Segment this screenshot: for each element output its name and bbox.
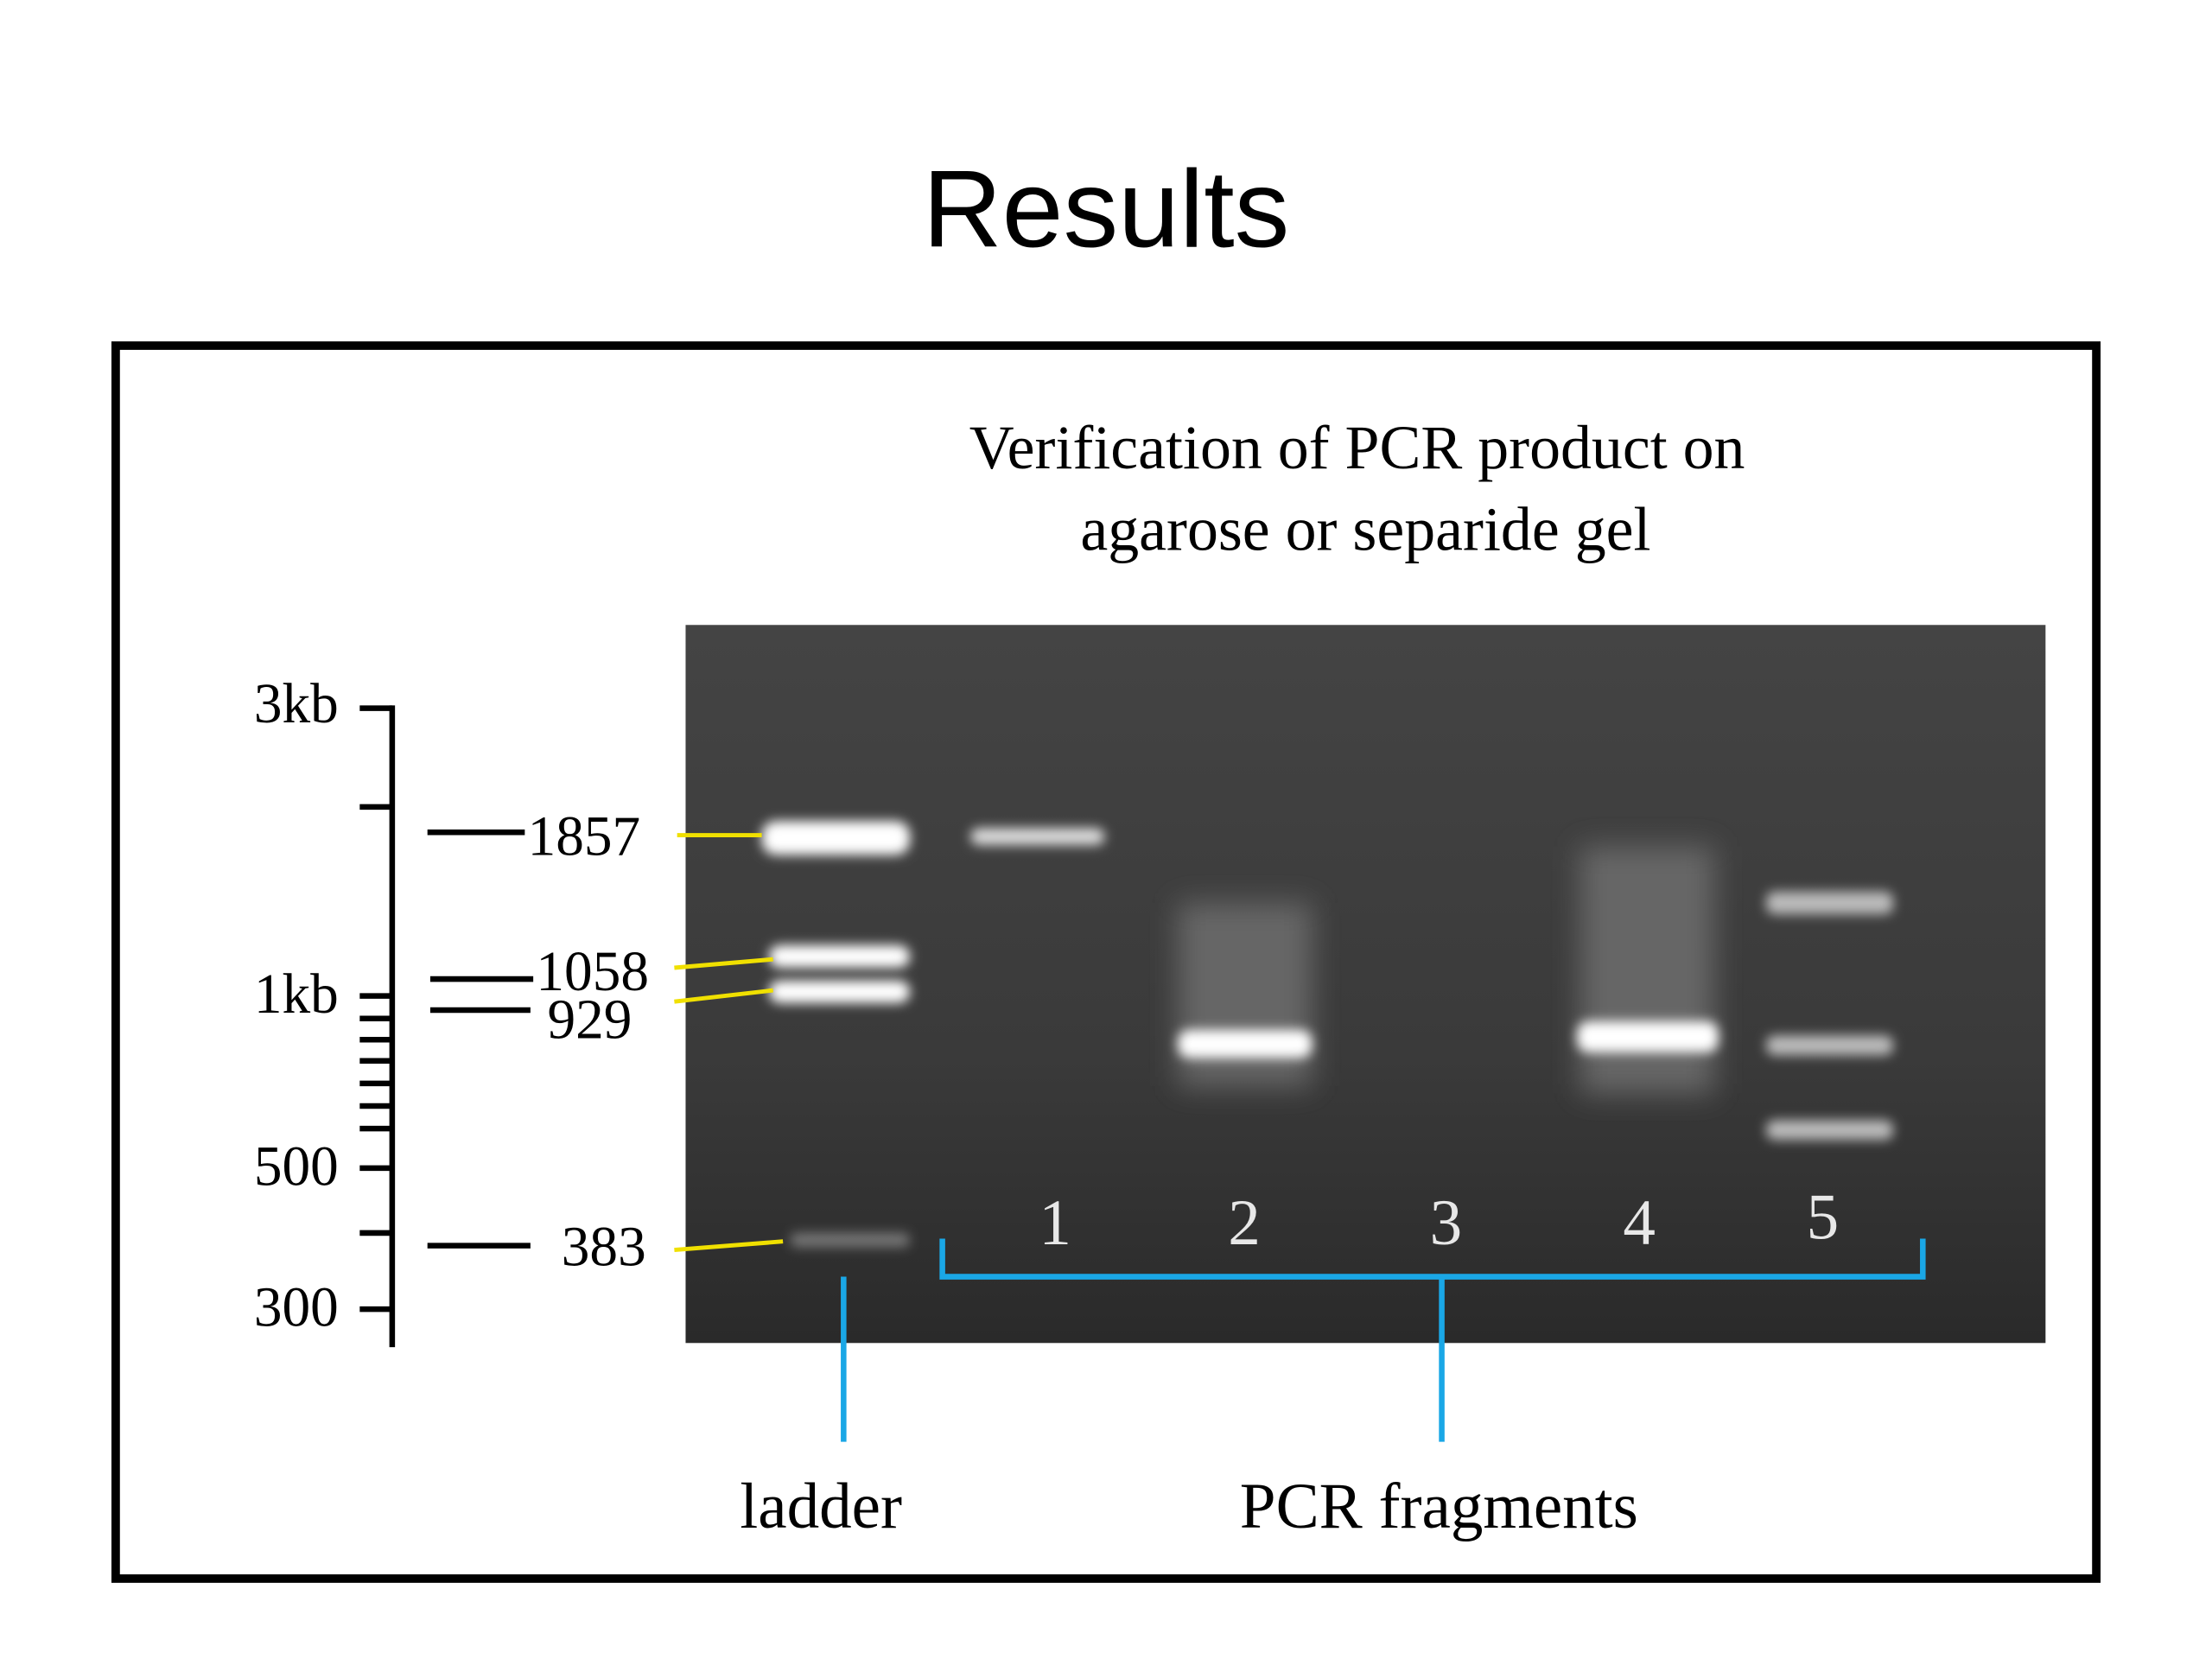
scale-label: 3kb: [254, 673, 339, 735]
band: [1577, 1021, 1719, 1052]
bands: [761, 821, 1894, 1248]
ladder-size: 1857: [528, 805, 641, 868]
band: [1766, 891, 1894, 914]
lane-number: 4: [1623, 1187, 1656, 1259]
yellow-leaders: [674, 833, 784, 1252]
band: [761, 821, 911, 855]
ladder-size: 1058: [536, 941, 649, 1003]
lane-number: 1: [1039, 1187, 1071, 1259]
gel: 1 2 3 4 5: [685, 625, 2046, 1344]
ladder-size: 929: [547, 989, 632, 1052]
band: [768, 944, 911, 968]
scale-label: 1kb: [254, 963, 339, 1026]
lane-number: 3: [1430, 1187, 1463, 1259]
ladder-label: ladder: [740, 1471, 902, 1542]
band: [1766, 1120, 1894, 1141]
band: [790, 1232, 911, 1248]
band: [970, 828, 1105, 845]
fragments-label: PCR fragments: [1240, 1471, 1638, 1542]
band: [1766, 1035, 1894, 1056]
figure-title: Verification of PCR product on: [969, 413, 1745, 482]
slide-title: Results: [923, 148, 1290, 270]
leader-line: [674, 957, 773, 970]
gel-image: [685, 625, 2046, 1344]
scale-label: 500: [254, 1135, 339, 1198]
figure-frame: [111, 341, 2101, 1583]
lane-number: 2: [1228, 1187, 1261, 1259]
blue-brackets: [841, 1238, 1926, 1442]
leader-line: [674, 988, 773, 1004]
scale-bar: [359, 705, 534, 1348]
lane-number: 5: [1807, 1181, 1840, 1253]
figure-title: agarose or separide gel: [1080, 495, 1650, 564]
band: [768, 980, 911, 1003]
smear: [1178, 902, 1313, 1087]
scale-label: 300: [254, 1277, 339, 1339]
ladder-size: 383: [562, 1216, 646, 1278]
smear: [1580, 846, 1714, 1094]
scale-labels: 3kb 1kb 500 300 1857 1058 929 383: [254, 673, 649, 1339]
leader-line: [674, 1239, 784, 1252]
fragments-bracket: [939, 1238, 1926, 1280]
band: [1178, 1029, 1313, 1058]
lane-numbers: 1 2 3 4 5: [1039, 1181, 1839, 1259]
